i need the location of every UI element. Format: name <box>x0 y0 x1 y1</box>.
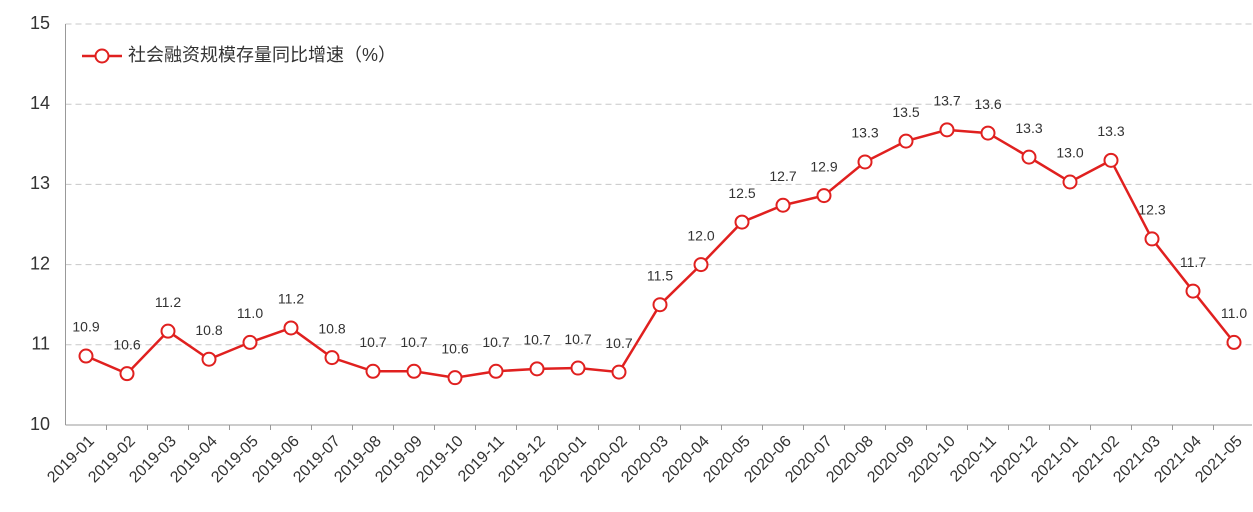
data-label: 10.8 <box>318 320 345 336</box>
point <box>570 360 586 376</box>
data-label: 13.3 <box>1097 123 1124 139</box>
point <box>1144 231 1160 247</box>
data-label: 11.0 <box>237 305 263 321</box>
point <box>816 188 832 204</box>
data-label: 10.9 <box>72 319 99 335</box>
point <box>529 361 545 377</box>
point <box>775 197 791 213</box>
point <box>1103 152 1119 168</box>
y-tick-label: 15 <box>30 13 50 33</box>
point <box>980 125 996 141</box>
data-label: 13.3 <box>1015 120 1042 136</box>
point <box>857 154 873 170</box>
point <box>119 366 135 382</box>
data-label: 13.3 <box>851 125 878 141</box>
data-label: 10.7 <box>605 335 632 351</box>
data-label: 10.7 <box>482 334 509 350</box>
data-label: 10.7 <box>400 334 427 350</box>
point <box>1185 283 1201 299</box>
point <box>447 370 463 386</box>
y-tick-label: 12 <box>30 253 50 273</box>
point <box>611 364 627 380</box>
data-label: 12.3 <box>1138 202 1165 218</box>
point <box>939 122 955 138</box>
data-label: 10.7 <box>523 332 550 348</box>
point <box>242 334 258 350</box>
data-label: 10.6 <box>441 340 468 356</box>
y-tick-label: 11 <box>31 334 50 354</box>
data-label: 10.8 <box>195 322 222 338</box>
data-label: 13.0 <box>1056 145 1083 161</box>
point <box>1062 174 1078 190</box>
y-tick-label: 13 <box>30 173 50 193</box>
y-tick-label: 10 <box>30 414 50 434</box>
data-label: 10.7 <box>564 331 591 347</box>
point <box>1021 149 1037 165</box>
data-label: 13.7 <box>933 93 960 109</box>
data-label: 12.7 <box>769 168 796 184</box>
point <box>898 133 914 149</box>
data-label: 11.0 <box>1221 305 1247 321</box>
data-label: 11.2 <box>278 291 304 307</box>
data-label: 12.9 <box>810 158 837 174</box>
data-label: 11.5 <box>647 267 673 283</box>
point <box>201 351 217 367</box>
data-label: 10.6 <box>113 336 140 352</box>
legend-marker <box>94 48 110 64</box>
point <box>365 363 381 379</box>
legend-label: 社会融资规模存量同比增速（%） <box>128 45 396 65</box>
data-label: 12.5 <box>728 185 755 201</box>
point <box>324 350 340 366</box>
point <box>78 348 94 364</box>
y-tick-label: 14 <box>30 93 50 113</box>
point <box>693 257 709 273</box>
point <box>283 320 299 336</box>
point <box>406 363 422 379</box>
point <box>160 323 176 339</box>
point <box>734 214 750 230</box>
data-label: 12.0 <box>687 227 714 243</box>
data-label: 13.5 <box>892 104 919 120</box>
data-label: 10.7 <box>359 334 386 350</box>
point <box>1226 334 1242 350</box>
point <box>652 297 668 313</box>
data-label: 11.7 <box>1180 254 1206 270</box>
point <box>488 363 504 379</box>
data-label: 13.6 <box>974 96 1001 112</box>
data-label: 11.2 <box>155 294 181 310</box>
series-line <box>85 128 1235 379</box>
